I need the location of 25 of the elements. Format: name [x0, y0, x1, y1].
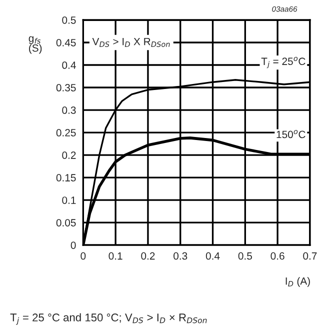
y-tick-label: 0.05 [56, 219, 76, 226]
y-tick-label: 0.1 [62, 196, 76, 204]
x-axis-title: I$_{D}$ (A) [286, 277, 310, 287]
y-tick-label: 0.2 [62, 152, 76, 159]
x-tick-label: 0.5 [238, 252, 252, 260]
y-tick-label: 0.45 [56, 38, 76, 46]
series-label: 150$^{o}$C [276, 130, 306, 138]
y-tick-label: 0.25 [56, 129, 76, 136]
y-tick-label: 0.35 [56, 84, 76, 92]
x-tick-label: 0.7 [303, 252, 317, 260]
y-tick-label: 0.5 [62, 16, 76, 24]
text: T$_{j}$ = 25 °C and 150 °C; V$_{DS}$ > I$_{D}$ × R$_{DSon}$ [10, 313, 207, 325]
y-tick-label: 0.4 [62, 62, 76, 69]
x-tick-label: 0.4 [206, 252, 220, 260]
x-tick-label: 0.6 [270, 252, 284, 260]
y-axis-title: g$_{fs}$ (S) [28, 36, 42, 54]
x-tick-label: 0.2 [141, 252, 155, 260]
x-tick-label: 0.3 [174, 252, 188, 260]
y-tick-label: 0.15 [56, 174, 76, 182]
x-tick-label: 0 [80, 252, 86, 260]
series-label: T$_{j}$ = 25$^{o}$C [261, 56, 306, 68]
y-tick-label: 0 [70, 242, 76, 249]
y-tick-label: 0.3 [62, 106, 76, 114]
annotation: V$_{DS}$ > I$_{D}$ X R$_{DSon}$ [92, 38, 170, 47]
x-tick-label: 0.1 [108, 252, 122, 260]
